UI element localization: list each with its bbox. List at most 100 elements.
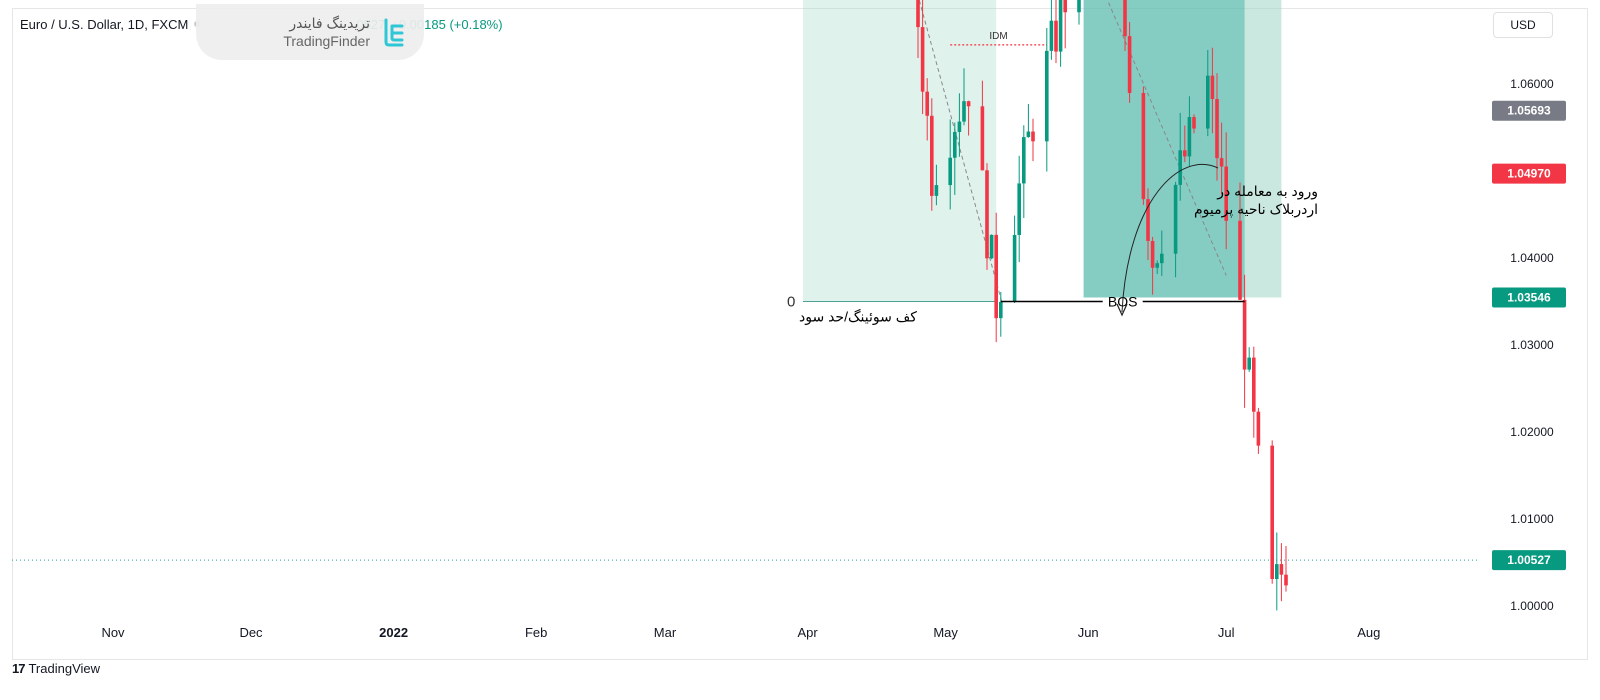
- candle-down: [980, 80, 985, 171]
- tradingview-label: TradingView: [28, 660, 101, 676]
- candle-body: [1238, 220, 1242, 300]
- candle-body: [1123, 0, 1127, 37]
- candle-body: [1160, 253, 1164, 264]
- candle-up: [1026, 103, 1031, 138]
- candle-body: [1275, 564, 1279, 580]
- candle-up: [1155, 260, 1159, 275]
- candles-layer: [916, 0, 1288, 611]
- symbol-title: Euro / U.S. Dollar, 1D, FXCM: [20, 16, 189, 32]
- entry-note-line: اردربلاک ناحیه پرمیوم: [1194, 201, 1318, 218]
- candle-body: [1049, 20, 1054, 51]
- price-tag: 1.04970: [1492, 163, 1566, 184]
- candle-down: [1256, 407, 1261, 454]
- candle-body: [1146, 199, 1150, 241]
- candle-up: [1017, 155, 1021, 263]
- candle-down: [1150, 236, 1155, 295]
- candle-up: [1045, 28, 1049, 172]
- candle-down: [1141, 86, 1146, 205]
- candle-up: [1077, 0, 1081, 25]
- axes-layer: 1.000001.010001.020001.030001.040001.050…: [101, 77, 1566, 640]
- candle-down: [1183, 125, 1187, 163]
- candle-down: [1284, 545, 1288, 592]
- price-tag-label: 1.00527: [1507, 553, 1551, 567]
- candle-body: [1150, 240, 1155, 268]
- candle-body: [1206, 75, 1210, 129]
- candle-down: [1242, 274, 1247, 408]
- candle-body: [1155, 263, 1159, 268]
- candle-down: [1252, 346, 1256, 438]
- entry-arrow-head: [1116, 303, 1128, 317]
- price-tag: 1.03546: [1492, 287, 1566, 308]
- candle-up: [1049, 0, 1054, 60]
- candle-body: [1270, 445, 1274, 580]
- watermark-en: TradingFinder: [283, 33, 370, 49]
- x-tick-label: Dec: [239, 625, 263, 640]
- currency-button[interactable]: USD: [1493, 12, 1553, 38]
- tradingview-logo-icon: 17: [12, 660, 26, 676]
- price-tag: 1.00527: [1492, 550, 1566, 571]
- tradingfinder-watermark: تریدینگ فایندر TradingFinder: [196, 4, 424, 60]
- candle-body: [1284, 574, 1288, 586]
- candle-down: [1270, 440, 1274, 584]
- watermark-fa: تریدینگ فایندر: [289, 15, 370, 31]
- candle-body: [1031, 131, 1035, 142]
- candle-body: [1054, 20, 1058, 52]
- candle-up: [948, 119, 952, 210]
- candle-body: [1141, 92, 1146, 200]
- annotations-layer: BOSBOSBOS1سقف سوئینگ0.50کف سوئینگ/حد سود…: [787, 31, 1318, 326]
- candle-body: [925, 91, 929, 116]
- candle-body: [1077, 0, 1081, 13]
- tradingview-footer[interactable]: 17 TradingView: [12, 659, 100, 677]
- candle-body: [1183, 150, 1187, 157]
- trade-target-core: [1083, 0, 1245, 298]
- candle-up: [1178, 112, 1182, 201]
- candle-down: [1127, 22, 1132, 103]
- price-tag-label: 1.03546: [1507, 290, 1551, 304]
- candle-body: [1022, 137, 1026, 184]
- candle-down: [1123, 0, 1127, 51]
- candle-up: [989, 234, 994, 260]
- candle-down: [920, 0, 925, 115]
- y-tick-label: 1.06000: [1510, 77, 1554, 91]
- candle-body: [999, 301, 1003, 319]
- candle-body: [1017, 183, 1021, 235]
- x-tick-label: Jun: [1078, 625, 1099, 640]
- x-tick-label: May: [933, 625, 958, 640]
- y-tick-label: 1.01000: [1510, 512, 1554, 526]
- candle-down: [1219, 122, 1224, 195]
- candle-body: [920, 27, 925, 92]
- price-tag-bg: [1492, 550, 1566, 571]
- candle-up: [999, 291, 1003, 337]
- candle-up: [1058, 0, 1063, 67]
- candle-body: [1247, 357, 1251, 370]
- candle-body: [989, 234, 994, 259]
- candle-body: [1252, 357, 1256, 412]
- candle-body: [1219, 158, 1224, 167]
- candle-up: [1173, 181, 1178, 278]
- x-tick-label: Feb: [525, 625, 547, 640]
- candle-down: [994, 212, 998, 343]
- candle-down: [930, 98, 934, 211]
- x-tick-label: 2022: [379, 625, 408, 640]
- candle-up: [1160, 230, 1164, 277]
- candle-body: [1026, 131, 1031, 138]
- candle-down: [925, 78, 929, 141]
- candle-down: [1210, 47, 1215, 134]
- y-tick-label: 1.02000: [1510, 425, 1554, 439]
- candle-up: [1187, 96, 1192, 167]
- candle-body: [1256, 411, 1261, 446]
- candle-down: [1215, 73, 1219, 181]
- y-tick-label: 1.04000: [1510, 251, 1554, 265]
- y-tick-label: 1.00000: [1510, 599, 1554, 613]
- price-tag-bg: [1492, 287, 1566, 308]
- candle-body: [1012, 234, 1017, 302]
- x-tick-label: Jul: [1218, 625, 1235, 640]
- price-tag-label: 1.05693: [1507, 104, 1551, 118]
- lines-layer: [12, 0, 1478, 561]
- candle-body: [1058, 0, 1063, 52]
- idm-label: IDM: [989, 31, 1007, 42]
- candle-up: [1206, 50, 1210, 137]
- candle-down: [1279, 543, 1284, 602]
- candle-up: [957, 93, 962, 157]
